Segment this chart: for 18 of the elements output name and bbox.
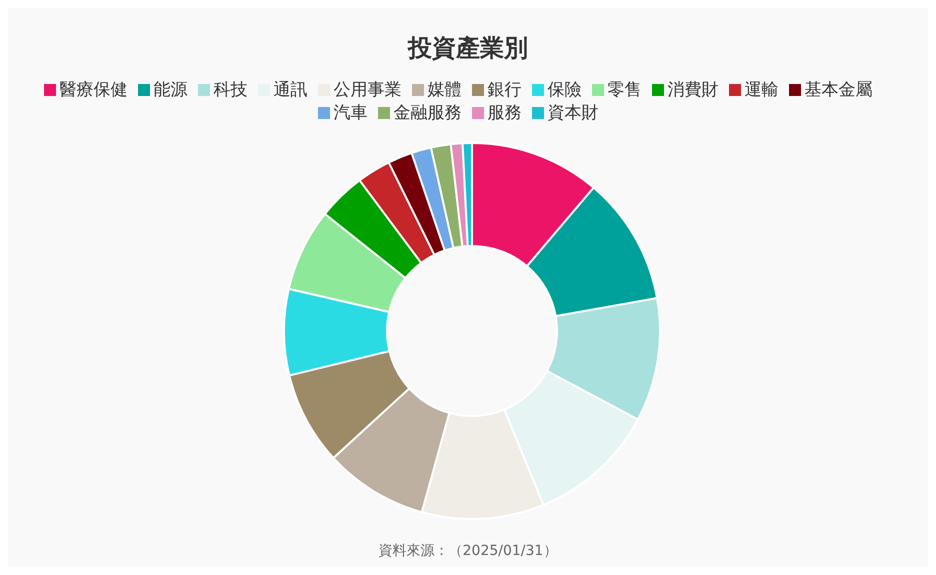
source-note: 資料來源：（2025/01/31）: [378, 542, 558, 560]
legend-label: 媒體: [428, 80, 462, 100]
chart-title: 投資產業別: [406, 33, 529, 64]
legend-label: 資本財: [548, 103, 598, 123]
legend-label: 銀行: [488, 80, 522, 100]
legend-label: 通訊: [274, 80, 308, 100]
legend-label: 金融服務: [394, 103, 462, 123]
legend-label: 基本金屬: [804, 80, 872, 100]
legend-label: 保險: [548, 80, 582, 100]
legend-label: 醫療保健: [60, 80, 128, 100]
legend-label: 運輸: [744, 80, 778, 100]
legend-label: 服務: [488, 103, 522, 123]
legend-label: 消費財: [668, 80, 718, 100]
legend-label: 科技: [214, 80, 248, 100]
legend-label: 公用事業: [334, 80, 402, 100]
legend-label: 汽車: [334, 103, 368, 123]
legend-label: 能源: [154, 80, 188, 100]
legend-label: 零售: [608, 80, 642, 100]
